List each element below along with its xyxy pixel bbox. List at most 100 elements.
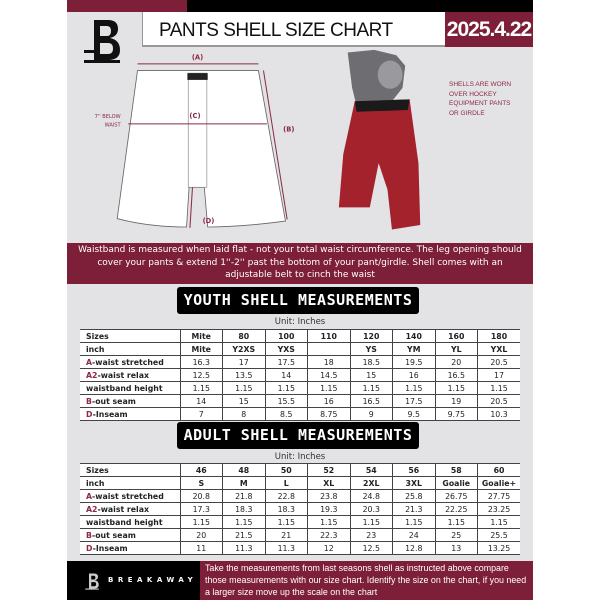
table-cell: Mite (179, 342, 223, 356)
table-row: A-waist stretched 20.8 21.8 22.8 23.8 24.8 25.… (80, 489, 520, 503)
row-label-text: -out seam (91, 396, 136, 406)
table-cell: 110 (307, 329, 350, 343)
table-cell: 1.15 (434, 515, 478, 529)
table-cell: 1.15 (179, 381, 223, 395)
table-cell: 20.3 (349, 502, 393, 516)
adult-unit-label: Unit: Inches (274, 452, 326, 462)
row-label: Sizes (80, 329, 180, 343)
row-label-text: -waist stretched (92, 357, 164, 367)
table-cell: 25 (434, 528, 478, 542)
row-label: A-waist stretched (80, 489, 180, 503)
table-cell: Goalie+ (477, 476, 520, 490)
top-bar (187, 0, 533, 12)
table-cell: L (264, 476, 308, 490)
youth-section-title: YOUTH SHELL MEASUREMENTS (177, 287, 419, 314)
table-cell: 1.15 (222, 381, 265, 395)
row-label: A2-waist relax (80, 368, 180, 382)
row-label-text: -waist relax (97, 504, 150, 514)
row-label: A-waist stretched (80, 355, 180, 369)
table-cell: 56 (392, 463, 435, 477)
row-label-text: waistband height (86, 383, 163, 393)
table-cell: 100 (264, 329, 308, 343)
table-cell: 12 (307, 541, 350, 555)
table-cell: 1.15 (307, 515, 350, 529)
table-cell: 160 (434, 329, 478, 343)
table-cell: 13.5 (222, 368, 265, 382)
table-cell: 15.5 (264, 394, 308, 408)
table-cell: 50 (264, 463, 308, 477)
table-cell: 21.3 (392, 502, 435, 516)
table-cell: 1.15 (392, 515, 435, 529)
row-label: Sizes (80, 463, 180, 477)
row-label-prefix: A2 (86, 370, 98, 380)
table-cell: 21 (264, 528, 308, 542)
table-cell: 20 (434, 355, 478, 369)
table-cell: 1.15 (392, 381, 435, 395)
table-cell: 21.8 (222, 489, 265, 503)
label-a: (A) (192, 54, 203, 62)
row-label-text: Sizes (86, 465, 109, 475)
row-label-text: -waist stretched (92, 491, 164, 501)
table-cell: 23.25 (477, 502, 520, 516)
table-cell: 15 (222, 394, 265, 408)
table-cell: 16 (392, 368, 435, 382)
table-cell: Y2XS (222, 342, 265, 356)
table-cell: 80 (222, 329, 265, 343)
note-line: EQUIPMENT PANTS (449, 100, 511, 107)
table-cell: 8.5 (264, 407, 308, 421)
pants-shell-photo (338, 49, 421, 230)
table-cell: XL (307, 476, 350, 490)
table-cell: 19.5 (392, 355, 435, 369)
row-label: B-out seam (80, 528, 180, 542)
table-cell: 60 (477, 463, 520, 477)
table-cell: 58 (434, 463, 478, 477)
table-cell: 20.8 (179, 489, 223, 503)
table-cell: 9.5 (392, 407, 435, 421)
row-label-text: waistband height (86, 517, 163, 527)
table-cell: 17.5 (392, 394, 435, 408)
table-cell: 1.15 (264, 381, 308, 395)
table-cell: 16 (307, 394, 350, 408)
table-cell: Mite (179, 329, 223, 343)
table-cell: 140 (392, 329, 435, 343)
table-cell: 20 (179, 528, 223, 542)
page-title: PANTS SHELL SIZE CHART (142, 12, 445, 47)
table-cell: 10.3 (477, 407, 520, 421)
footer-instructions: Take the measurements from last seasons … (200, 561, 533, 600)
table-cell: 13 (434, 541, 478, 555)
row-label: D-Inseam (80, 407, 180, 421)
row-label-text: -out seam (91, 530, 136, 540)
note-line: OR GIRDLE (449, 109, 485, 117)
row-label-text: Sizes (86, 331, 109, 341)
table-cell: 13.25 (477, 541, 520, 555)
row-label: B-out seam (80, 394, 180, 408)
row-label-prefix: D (86, 409, 93, 419)
table-cell: 11 (179, 541, 223, 555)
label-d: (D) (203, 217, 215, 225)
row-label: waistband height (80, 381, 180, 395)
row-label-prefix: B (86, 530, 92, 540)
table-cell: 12.8 (392, 541, 435, 555)
table-cell: 19 (434, 394, 478, 408)
table-cell: 7 (179, 407, 223, 421)
table-row: A2-waist relax 12.5 13.5 14 14.5 15 16 16.5 17 (80, 368, 520, 382)
footer-logo-icon (85, 573, 99, 590)
row-label-prefix: D (86, 543, 93, 553)
footer-brand-name: BREAKAWAY (108, 576, 198, 584)
table-cell: 1.15 (477, 381, 520, 395)
table-cell: 16.3 (179, 355, 223, 369)
table-row: B-out seam 14 15 15.5 16 16.5 17.5 19 20.5 (80, 394, 520, 408)
table-cell: YS (349, 342, 393, 356)
table-row: D-Inseam 7 8 8.5 8.75 9 9.5 9.75 10.3 (80, 407, 520, 421)
youth-unit-label: Unit: Inches (274, 317, 326, 327)
table-cell: 18.5 (349, 355, 393, 369)
waistband-info-banner: Waistband is measured when laid flat - n… (67, 243, 533, 284)
row-label-prefix: B (86, 396, 92, 406)
table-cell: YXS (264, 342, 308, 356)
table-cell: 18 (307, 355, 350, 369)
below-waist-label-2: WAIST (105, 122, 122, 128)
table-row: waistband height 1.15 1.15 1.15 1.15 1.15 1.15… (80, 381, 520, 395)
label-c: (C) (189, 112, 200, 120)
table-row: Sizes 46 48 50 52 54 56 58 60 (80, 463, 520, 477)
table-cell: 23 (349, 528, 393, 542)
